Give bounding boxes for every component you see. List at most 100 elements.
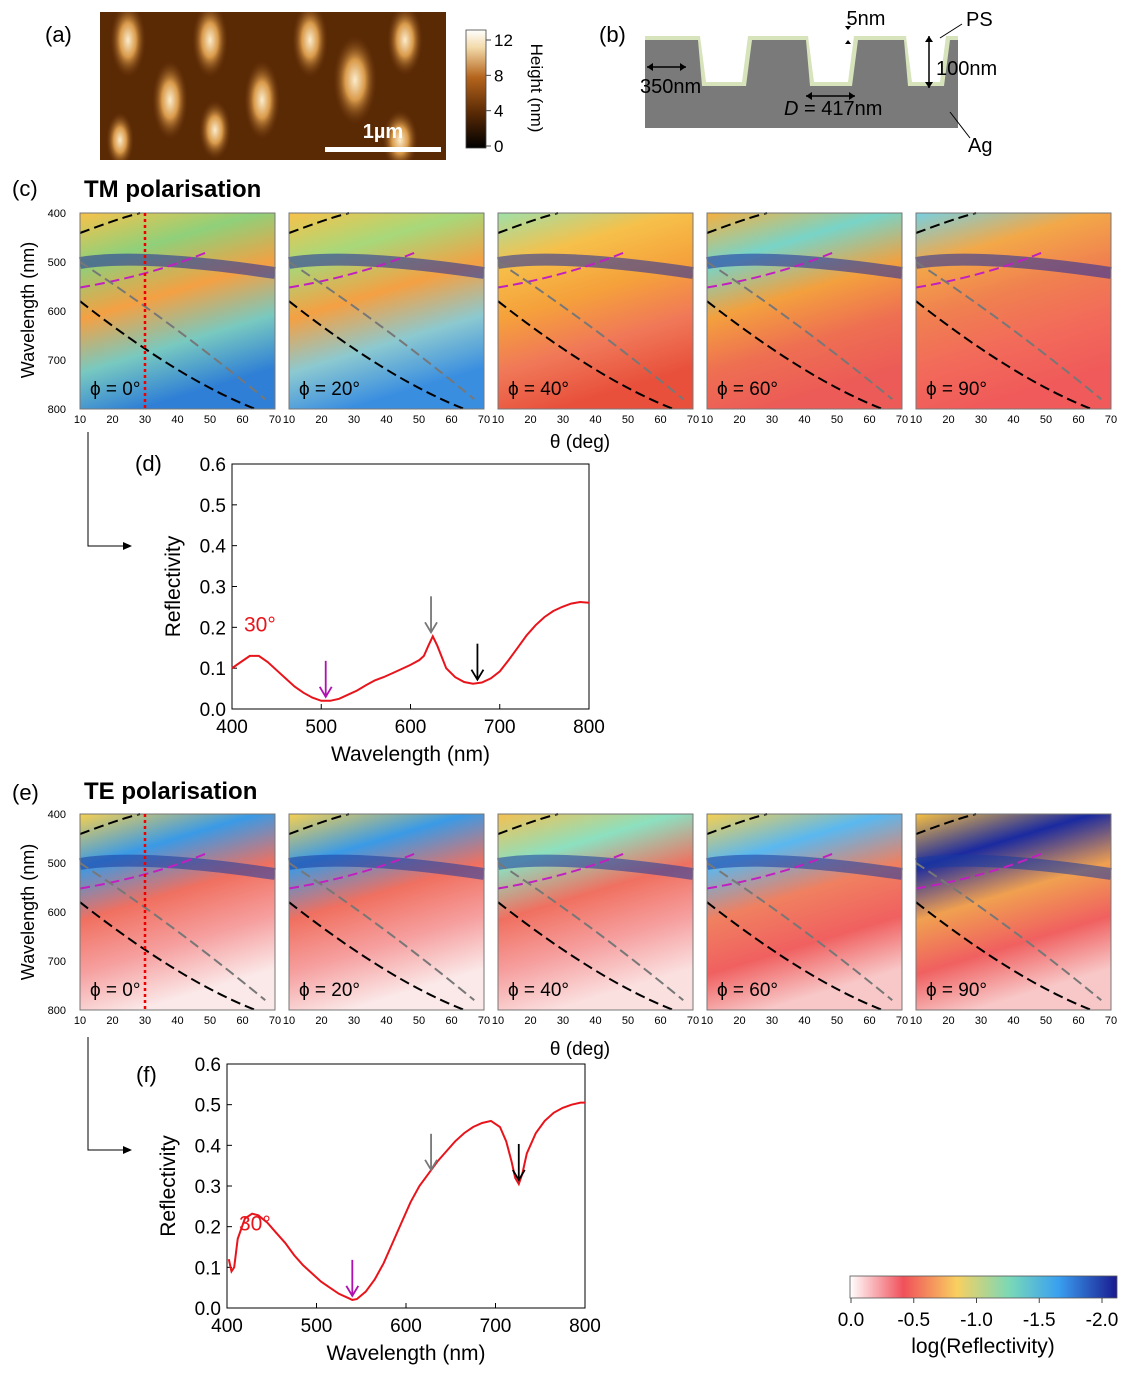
tm-resonance-band	[79, 253, 276, 279]
ag-label: Ag	[968, 135, 992, 157]
tm-title: TM polarisation	[84, 176, 261, 203]
tm-map-phi-3	[707, 213, 902, 409]
y-tick-label: 0.1	[200, 659, 226, 680]
tm-xlabel: θ (deg)	[550, 432, 610, 453]
te-xtick-label: 30	[557, 1015, 569, 1027]
te-xtick-label: 20	[733, 1015, 745, 1027]
te-xtick-label: 70	[687, 1015, 699, 1027]
te-xtick-label: 70	[478, 1015, 490, 1027]
tm-ytick-label: 700	[48, 355, 66, 367]
te-phi-label: ϕ = 20°	[299, 980, 360, 1001]
te-mode-line-black-lower	[706, 901, 883, 1011]
te-mode-line-magenta	[288, 852, 417, 890]
width-label: 350nm	[640, 76, 701, 98]
te-xtick-label: 40	[798, 1015, 810, 1027]
tm-xtick-label: 50	[413, 414, 425, 426]
te-xtick-label: 50	[1040, 1015, 1052, 1027]
reflectivity-line	[231, 600, 590, 702]
te-mode-line-magenta	[915, 852, 1044, 890]
tm-mode-line-magenta	[915, 251, 1044, 289]
reflectivity-line	[227, 1101, 585, 1301]
gap-label: 5nm	[847, 8, 886, 30]
colorbar-tick-label: -1.0	[960, 1310, 993, 1331]
link-arrow-d	[87, 432, 128, 547]
tm-xtick-label: 50	[204, 414, 216, 426]
tm-ytick-label: 600	[48, 306, 66, 318]
te-xtick-label: 20	[106, 1015, 118, 1027]
afm-image: 1µm	[100, 12, 446, 160]
tm-xtick-label: 20	[106, 414, 118, 426]
colorbar-tick-label: -1.5	[1023, 1310, 1056, 1331]
tm-mode-line-magenta	[79, 251, 208, 289]
tm-xtick-label: 50	[831, 414, 843, 426]
tm-map-phi-4	[916, 213, 1111, 409]
tm-xtick-label: 70	[1105, 414, 1117, 426]
black-arrowhead	[470, 669, 485, 682]
te-ytick-label: 400	[48, 809, 66, 821]
tm-xtick-label: 20	[524, 414, 536, 426]
tm-xtick-label: 30	[139, 414, 151, 426]
te-xtick-label: 10	[910, 1015, 922, 1027]
te-mode-line-black-lower	[915, 901, 1092, 1011]
y-tick-label: 0.3	[200, 578, 226, 599]
tm-resonance-band	[288, 253, 485, 279]
tm-map-frame	[497, 212, 694, 410]
panel-label-f: (f)	[136, 1062, 157, 1087]
te-xtick-label: 40	[589, 1015, 601, 1027]
te-map-frame	[288, 813, 485, 1011]
te-map-frame	[497, 813, 694, 1011]
y-tick-label: 0.6	[200, 455, 226, 476]
y-tick-label: 0.2	[195, 1218, 221, 1239]
tm-xtick-label: 50	[622, 414, 634, 426]
te-xtick-label: 50	[413, 1015, 425, 1027]
tm-xtick-label: 30	[557, 414, 569, 426]
tm-xtick-label: 30	[766, 414, 778, 426]
tm-xtick-label: 10	[701, 414, 713, 426]
tm-xtick-label: 60	[863, 414, 875, 426]
te-map-phi-0	[80, 814, 275, 1010]
te-xtick-label: 10	[74, 1015, 86, 1027]
te-ytick-label: 800	[48, 1005, 66, 1017]
tm-xtick-label: 10	[74, 414, 86, 426]
angle-annotation: 30°	[244, 613, 276, 636]
tm-xtick-label: 70	[269, 414, 281, 426]
te-resonance-band	[706, 854, 903, 880]
chart-frame	[226, 1063, 586, 1309]
te-mode-line-magenta	[79, 852, 208, 890]
te-xtick-label: 30	[139, 1015, 151, 1027]
te-xtick-label: 70	[269, 1015, 281, 1027]
link-arrowhead-d	[123, 542, 132, 550]
y-tick-label: 0.2	[200, 618, 226, 639]
tm-resonance-band	[706, 253, 903, 279]
tm-map-frame	[706, 212, 903, 410]
tm-xtick-label: 20	[942, 414, 954, 426]
y-tick-label: 0.0	[200, 700, 226, 721]
tm-mode-line-black-lower	[706, 300, 883, 410]
te-ylabel: Wavelength (nm)	[18, 844, 38, 980]
colorbar-tick-label: -2.0	[1086, 1310, 1119, 1331]
colorbar-tick-label: 0.0	[838, 1310, 864, 1331]
x-tick-label: 500	[305, 717, 337, 738]
tm-map-phi-2	[498, 213, 693, 409]
y-tick-label: 0.1	[195, 1258, 221, 1279]
reflectivity-chart-te: 400 500 600 700 800 0.0 0.1 0.2 0.3 0.4 0.5 0.6 Wave…	[157, 1055, 601, 1365]
x-tick-label: 600	[390, 1316, 422, 1337]
x-tick-label: 500	[301, 1316, 333, 1337]
tm-mode-line-black-lower	[497, 300, 674, 410]
angle-annotation: 30°	[239, 1213, 271, 1236]
tm-xtick-label: 30	[975, 414, 987, 426]
x-tick-label: 400	[216, 717, 248, 738]
log-reflectivity-colorbar: 0.0 -0.5 -1.0 -1.5 -2.0 log(Reflectivity)	[838, 1275, 1119, 1358]
tm-xtick-label: 50	[1040, 414, 1052, 426]
tm-mode-line-magenta	[497, 251, 626, 289]
tm-mode-line-gray	[915, 261, 1102, 400]
tm-mode-line-black	[497, 212, 559, 234]
tm-xtick-label: 40	[380, 414, 392, 426]
tm-phi-label: ϕ = 40°	[508, 379, 569, 400]
tm-mode-line-black	[288, 212, 350, 234]
te-xtick-label: 30	[348, 1015, 360, 1027]
tm-ytick-label: 500	[48, 257, 66, 269]
tm-mode-line-gray	[79, 261, 266, 400]
x-axis-label: Wavelength (nm)	[331, 743, 490, 766]
x-tick-label: 800	[569, 1316, 601, 1337]
